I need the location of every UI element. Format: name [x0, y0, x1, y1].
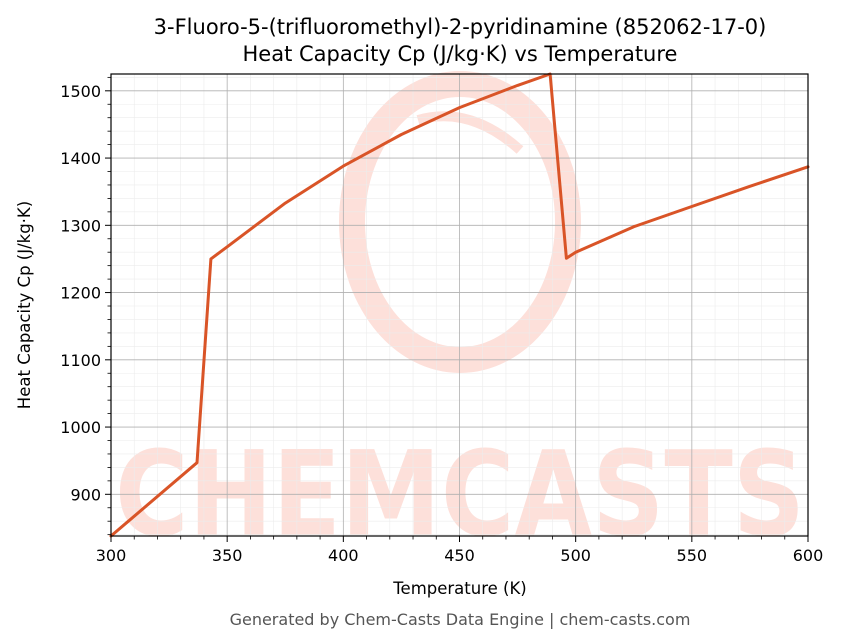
x-axis-label: Temperature (K) — [392, 579, 526, 598]
x-tick-label: 550 — [677, 546, 708, 565]
y-tick-label: 1300 — [60, 216, 101, 235]
x-tick-label: 350 — [212, 546, 243, 565]
y-tick-label: 1100 — [60, 351, 101, 370]
chart-title: 3-Fluoro-5-(trifluoromethyl)-2-pyridinam… — [154, 15, 767, 39]
y-tick-label: 1500 — [60, 82, 101, 101]
y-tick-label: 1400 — [60, 149, 101, 168]
data-layer — [109, 72, 810, 538]
x-tick-label: 400 — [328, 546, 359, 565]
x-tick-label: 500 — [560, 546, 591, 565]
x-tick-label: 600 — [793, 546, 824, 565]
y-tick-label: 1200 — [60, 284, 101, 303]
chart-subtitle: Heat Capacity Cp (J/kg·K) vs Temperature — [243, 42, 678, 66]
ticks: 300 350 400 450 500 550 600 900 1000 1100 1200 1300… — [60, 76, 824, 565]
y-axis-label: Heat Capacity Cp (J/kg·K) — [15, 201, 34, 409]
x-tick-label: 450 — [444, 546, 475, 565]
footer-credit: Generated by Chem-Casts Data Engine | ch… — [230, 610, 691, 629]
series-line — [109, 72, 810, 538]
y-tick-label: 1000 — [60, 418, 101, 437]
y-tick-label: 900 — [70, 485, 101, 504]
x-tick-label: 300 — [96, 546, 127, 565]
